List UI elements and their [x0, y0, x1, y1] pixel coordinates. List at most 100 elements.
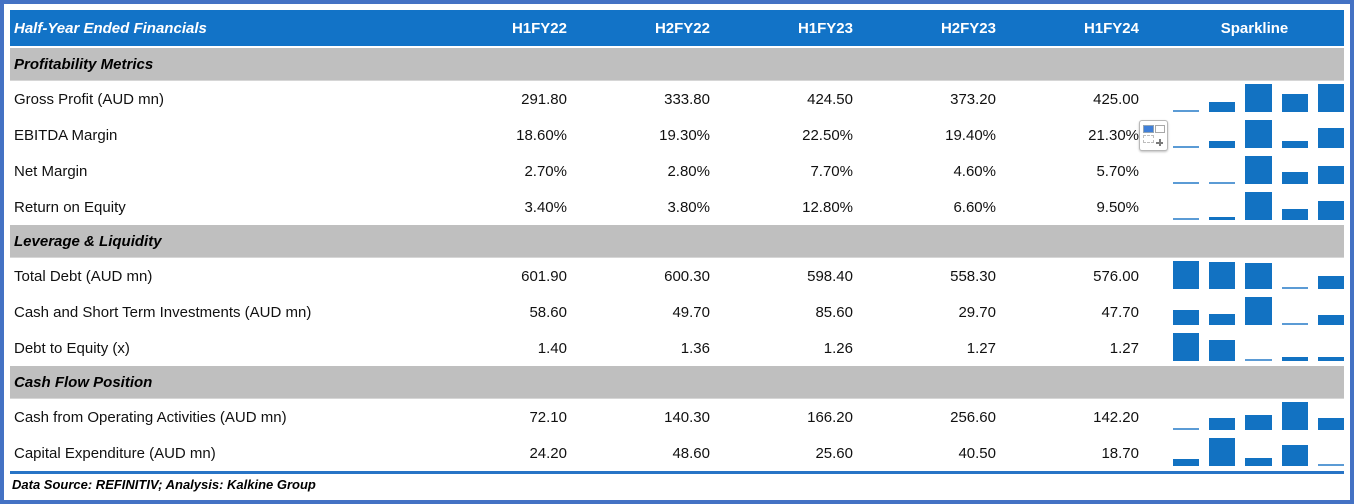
- plus-vertical-stroke: [1159, 138, 1161, 146]
- sparkline-bar: [1173, 110, 1200, 112]
- value-cell: 25.60: [736, 445, 879, 462]
- quick-analysis-icon[interactable]: [1139, 119, 1168, 151]
- value-text: 58.60: [529, 303, 567, 321]
- value-cell: 598.40: [736, 268, 879, 285]
- value-cell: 12.80%: [736, 199, 879, 216]
- value-cell: 256.60: [879, 409, 1022, 426]
- value-cell: 24.20: [450, 445, 593, 462]
- value-cell: 4.60%: [879, 163, 1022, 180]
- value-text: 3.80%: [667, 198, 710, 216]
- value-cell: 558.30: [879, 268, 1022, 285]
- value-cell: 2.70%: [450, 163, 593, 180]
- sparkline-bar: [1281, 445, 1308, 466]
- sparkline-bar: [1209, 181, 1236, 184]
- value-text: 19.30%: [659, 126, 710, 144]
- sparkline-bar: [1317, 84, 1345, 112]
- column-header-h1fy23: H1FY23: [797, 19, 853, 37]
- value-cell: 72.10: [450, 409, 593, 426]
- value-text: 1.27: [966, 339, 996, 357]
- table-row-cash-from-operating-activities-aud-mn: Cash from Operating Activities (AUD mn) 7…: [10, 399, 1345, 435]
- quick-analysis-empty-cell-glyph: [1155, 124, 1165, 133]
- table-body: Profitability Metrics Gross Profit (AUD m…: [10, 48, 1345, 471]
- value-cell: 19.40%: [879, 127, 1022, 144]
- value-text: 5.70%: [1096, 162, 1139, 180]
- value-cell: 18.70: [1022, 445, 1165, 462]
- value-text: 3.40%: [524, 198, 567, 216]
- value-text: 22.50%: [802, 126, 853, 144]
- column-header-h1fy24: H1FY24: [1083, 19, 1139, 37]
- sparkline: [1165, 435, 1345, 471]
- value-text: 142.20: [1093, 408, 1139, 426]
- value-cell: 1.27: [879, 340, 1022, 357]
- sparkline-bar: [1317, 166, 1345, 184]
- value-cell: 3.40%: [450, 199, 593, 216]
- value-text: 598.40: [807, 267, 853, 285]
- sparkline-bar: [1209, 418, 1236, 430]
- value-cell: 40.50: [879, 445, 1022, 462]
- value-text: 25.60: [815, 444, 853, 462]
- row-label: Net Margin: [14, 162, 88, 180]
- quick-analysis-filled-cell-glyph: [1143, 124, 1154, 133]
- sparkline-bar: [1281, 402, 1308, 430]
- value-cell: 48.60: [593, 445, 736, 462]
- section-header-cash-flow-position: Cash Flow Position: [10, 366, 1344, 399]
- value-cell: 21.30%: [1022, 119, 1168, 151]
- value-text: 2.80%: [667, 162, 710, 180]
- row-label: EBITDA Margin: [14, 126, 118, 144]
- table-row-cash-and-short-term-investments-aud-mn: Cash and Short Term Investments (AUD mn)…: [10, 294, 1345, 330]
- value-text: 29.70: [958, 303, 996, 321]
- value-text: 19.40%: [945, 126, 996, 144]
- value-cell: 166.20: [736, 409, 879, 426]
- value-text: 24.20: [529, 444, 567, 462]
- sparkline-bar: [1245, 458, 1272, 466]
- column-header-h1fy22: H1FY22: [511, 19, 567, 37]
- sparkline-bar: [1173, 309, 1200, 325]
- table-header-row: Half-Year Ended Financials H1FY22 H2FY22…: [10, 10, 1344, 46]
- value-cell: 1.40: [450, 340, 593, 357]
- table-row-ebitda-margin: EBITDA Margin 18.60% 19.30% 22.50% 19.40% 21.…: [10, 117, 1345, 153]
- sparkline-bar: [1173, 261, 1200, 289]
- sparkline-bar: [1209, 262, 1236, 289]
- value-text: 140.30: [664, 408, 710, 426]
- table-row-gross-profit-aud-mn: Gross Profit (AUD mn) 291.80 333.80 424.50 3…: [10, 81, 1345, 117]
- sparkline-bar: [1245, 120, 1272, 148]
- value-cell: 58.60: [450, 304, 593, 321]
- sparkline-bar: [1173, 333, 1200, 361]
- sparkline: [1165, 399, 1345, 435]
- section-header-leverage-liquidity: Leverage & Liquidity: [10, 225, 1344, 258]
- sparkline-bar: [1173, 459, 1200, 466]
- value-text: 47.70: [1101, 303, 1139, 321]
- value-text: 21.30%: [1088, 126, 1139, 144]
- value-text: 1.26: [823, 339, 853, 357]
- sparkline-bar: [1245, 263, 1272, 289]
- value-text: 600.30: [664, 267, 710, 285]
- value-text: 9.50%: [1096, 198, 1139, 216]
- column-header-sparkline: Sparkline: [1220, 19, 1289, 37]
- sparkline-bar: [1245, 414, 1272, 430]
- sparkline-bar: [1209, 101, 1236, 112]
- sparkline-bar: [1245, 297, 1272, 325]
- value-cell: 19.30%: [593, 127, 736, 144]
- value-cell: 1.26: [736, 340, 879, 357]
- row-label: Total Debt (AUD mn): [14, 267, 153, 285]
- sparkline: [1165, 294, 1345, 330]
- sparkline-bar: [1209, 216, 1236, 220]
- value-cell: 1.36: [593, 340, 736, 357]
- row-label: Cash from Operating Activities (AUD mn): [14, 408, 287, 426]
- value-text: 40.50: [958, 444, 996, 462]
- sparkline-bar: [1209, 141, 1236, 148]
- value-text: 2.70%: [524, 162, 567, 180]
- value-cell: 85.60: [736, 304, 879, 321]
- value-text: 256.60: [950, 408, 996, 426]
- value-cell: 5.70%: [1022, 163, 1165, 180]
- value-text: 12.80%: [802, 198, 853, 216]
- row-label: Return on Equity: [14, 198, 126, 216]
- value-cell: 2.80%: [593, 163, 736, 180]
- row-label: Capital Expenditure (AUD mn): [14, 444, 216, 462]
- value-text: 18.70: [1101, 444, 1139, 462]
- value-text: 424.50: [807, 90, 853, 108]
- sparkline-bar: [1281, 172, 1308, 184]
- table-row-net-margin: Net Margin 2.70% 2.80% 7.70% 4.60% 5.70%: [10, 153, 1345, 189]
- sparkline-bar: [1281, 357, 1308, 361]
- value-text: 18.60%: [516, 126, 567, 144]
